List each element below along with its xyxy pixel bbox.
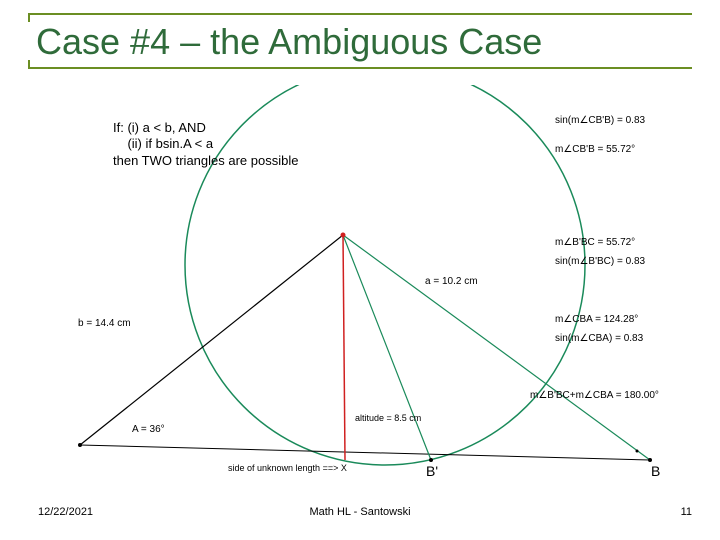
title-bar: Case #4 – the Ambiguous Case xyxy=(28,13,692,69)
math-r4: sin(m∠B'BC) = 0.83 xyxy=(555,256,645,267)
B-intersect-marker xyxy=(636,450,639,453)
label-altitude: altitude = 8.5 cm xyxy=(355,413,421,423)
math-r2: m∠CB'B = 55.72° xyxy=(555,144,635,155)
label-a: a = 10.2 cm xyxy=(425,276,478,287)
math-r1: sin(m∠CB'B) = 0.83 xyxy=(555,115,645,126)
title-under-tick xyxy=(28,60,30,69)
condition-line-1: If: (i) a < b, AND xyxy=(113,120,298,136)
apex-point xyxy=(341,233,346,238)
side-a-to-B xyxy=(343,235,650,460)
math-r3: m∠B'BC = 55.72° xyxy=(555,237,635,248)
label-B: B xyxy=(651,463,660,479)
slide: Case #4 – the Ambiguous Case If: (i) a <… xyxy=(0,0,720,540)
footer-center: Math HL - Santowski xyxy=(0,506,720,518)
math-r7: m∠B'BC+m∠CBA = 180.00° xyxy=(530,390,659,401)
altitude-line xyxy=(343,235,345,460)
condition-line-3: then TWO triangles are possible xyxy=(113,153,298,169)
slide-title: Case #4 – the Ambiguous Case xyxy=(36,21,542,63)
footer-page-number: 11 xyxy=(681,506,692,518)
A-point xyxy=(78,443,82,447)
Bprime-point xyxy=(429,458,433,462)
condition-line-2: (ii) if bsin.A < a xyxy=(113,136,298,152)
side-b xyxy=(80,235,343,445)
label-A-angle: A = 36° xyxy=(132,424,165,435)
title-top-line xyxy=(28,13,692,15)
B-point xyxy=(648,458,652,462)
side-a-to-Bprime xyxy=(343,235,431,460)
title-top-tick xyxy=(28,13,30,22)
math-r6: sin(m∠CBA) = 0.83 xyxy=(555,333,643,344)
base-line xyxy=(80,445,650,460)
label-side-unknown: side of unknown length ==> X xyxy=(228,463,347,473)
condition-block: If: (i) a < b, AND (ii) if bsin.A < a th… xyxy=(113,120,298,169)
label-b: b = 14.4 cm xyxy=(78,318,131,329)
label-Bprime: B' xyxy=(426,463,438,479)
math-r5: m∠CBA = 124.28° xyxy=(555,314,638,325)
title-under-line xyxy=(28,67,692,69)
